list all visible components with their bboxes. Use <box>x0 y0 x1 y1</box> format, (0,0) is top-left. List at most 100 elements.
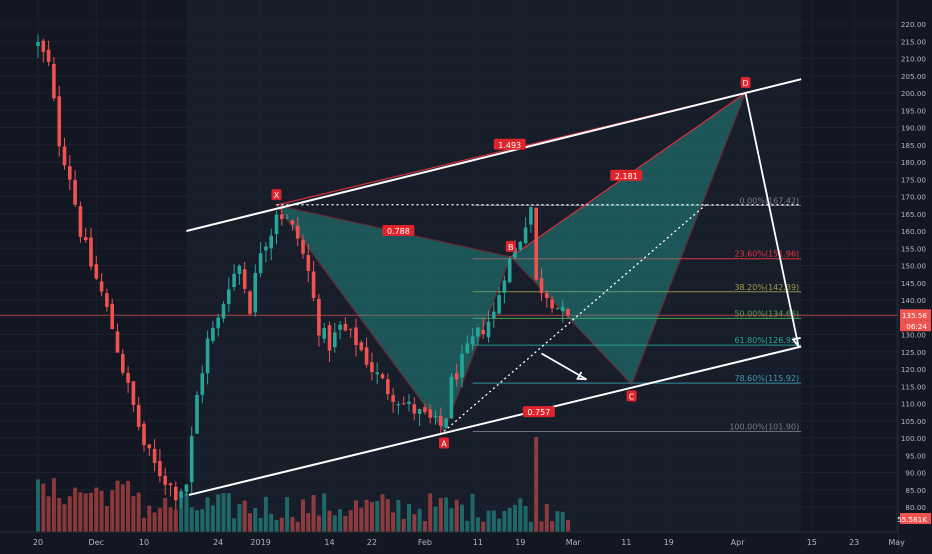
volume-bar <box>147 505 152 532</box>
volume-bar <box>539 521 544 532</box>
volume-bar <box>301 499 305 532</box>
price-tick-label: 160.00 <box>901 227 927 236</box>
candle-body <box>41 40 46 52</box>
volume-bar <box>200 509 205 532</box>
ratio-badge <box>382 225 415 236</box>
upper-channel-line[interactable] <box>186 78 802 232</box>
candle-body <box>380 374 385 379</box>
candle-body <box>566 309 570 316</box>
candle-body <box>412 404 417 414</box>
volume-bar <box>195 510 199 532</box>
volume-bar <box>518 498 523 532</box>
candle-body <box>163 475 167 485</box>
candle-body <box>94 264 99 279</box>
time-tick-label: Dec <box>89 538 104 547</box>
candle-body <box>83 237 88 241</box>
candle-body <box>142 423 146 446</box>
time-tick-label: Apr <box>731 538 746 547</box>
ratio-label: 0.757 <box>527 408 550 417</box>
candle-body <box>232 273 236 288</box>
volume-bar <box>449 508 454 532</box>
current-price-label-badge <box>900 309 931 321</box>
candle-body <box>529 207 533 225</box>
volume-bar <box>242 500 247 532</box>
candle-body <box>317 298 321 336</box>
projection-arrow[interactable] <box>744 92 800 347</box>
point-marker-a <box>438 437 449 449</box>
candle-body <box>195 395 199 434</box>
candle-body <box>333 332 337 348</box>
volume-bar <box>157 507 162 532</box>
candle-body <box>555 308 560 310</box>
candle-body <box>476 327 480 337</box>
candle-body <box>370 362 374 373</box>
price-tick-label: 105.00 <box>901 417 927 426</box>
volume-bar <box>523 505 528 532</box>
volume-bar <box>507 507 512 532</box>
time-tick-label: 11 <box>621 538 631 547</box>
price-tick-label: 100.00 <box>901 434 927 443</box>
volume-bar <box>232 518 237 532</box>
volume-bar <box>444 497 449 532</box>
candle-body <box>423 407 427 413</box>
fib-levels: 0.00%(167.42) 23.60%(151.96) 38.20%(142.39… <box>0 196 898 432</box>
price-tick-label: 185.00 <box>901 141 927 150</box>
volume-bar <box>513 504 517 532</box>
time-tick-label: May <box>888 538 905 547</box>
time-tick-label: 2019 <box>250 538 270 547</box>
candle-body <box>401 403 406 405</box>
volume-bar <box>168 507 173 532</box>
projection-arrow-head <box>791 336 801 348</box>
price-tick-label: 140.00 <box>901 296 927 305</box>
candlesticks <box>36 34 570 511</box>
candle-body <box>311 271 316 299</box>
volume-bar <box>475 517 480 532</box>
candle-body <box>211 327 215 341</box>
volume-bar <box>253 507 258 532</box>
candle-body <box>131 381 136 405</box>
candle-body <box>99 281 104 292</box>
volume-bar <box>62 504 67 532</box>
fib-level-label: 0.00%(167.42) <box>740 196 800 205</box>
volume-label: 55.581K <box>897 515 927 524</box>
candle-body <box>253 272 258 313</box>
ratio-label: 1.493 <box>498 141 521 150</box>
price-axis[interactable]: 80.00 85.00 90.00 95.00 100.00 105.00 110.00 11… <box>897 0 932 550</box>
price-tick-label: 175.00 <box>901 175 927 184</box>
drawing-lines[interactable] <box>186 78 802 496</box>
volume-bar <box>73 487 78 532</box>
volume-bar <box>258 517 263 532</box>
price-tick-label: 190.00 <box>901 124 927 133</box>
time-tick-label: Feb <box>418 538 432 547</box>
candle-body <box>152 448 157 464</box>
candle-body <box>306 255 311 271</box>
volume-bar <box>385 499 390 532</box>
candle-body <box>280 214 284 220</box>
lower-channel-line[interactable] <box>188 345 802 496</box>
time-tick-label: 19 <box>515 538 525 547</box>
candle-body <box>550 299 554 309</box>
volume-bar <box>173 509 178 532</box>
time-tick-label: 20 <box>33 538 43 547</box>
volume-bar <box>497 518 502 532</box>
time-axis[interactable]: 20 Dec 10 24 2019 14 22 Feb 11 19 Mar 11 19 Apr 15 23 Ma… <box>0 531 905 550</box>
price-tick-label: 215.00 <box>901 37 927 46</box>
point-marker-b <box>505 240 516 252</box>
candle-body <box>126 372 130 383</box>
candle-body <box>513 247 517 258</box>
candle-body <box>36 42 40 47</box>
candle-body <box>52 63 56 99</box>
candle-body <box>439 416 443 426</box>
volume-bar <box>481 521 486 532</box>
candle-body <box>68 166 72 180</box>
price-tick-label: 125.00 <box>901 348 927 357</box>
candle-body <box>375 372 379 375</box>
volume-bar <box>407 504 411 532</box>
volume-bar <box>375 501 380 532</box>
volume-bar <box>279 517 284 532</box>
price-tick-label: 90.00 <box>905 469 926 478</box>
candle-body <box>189 436 194 483</box>
volume-bar <box>237 504 242 532</box>
